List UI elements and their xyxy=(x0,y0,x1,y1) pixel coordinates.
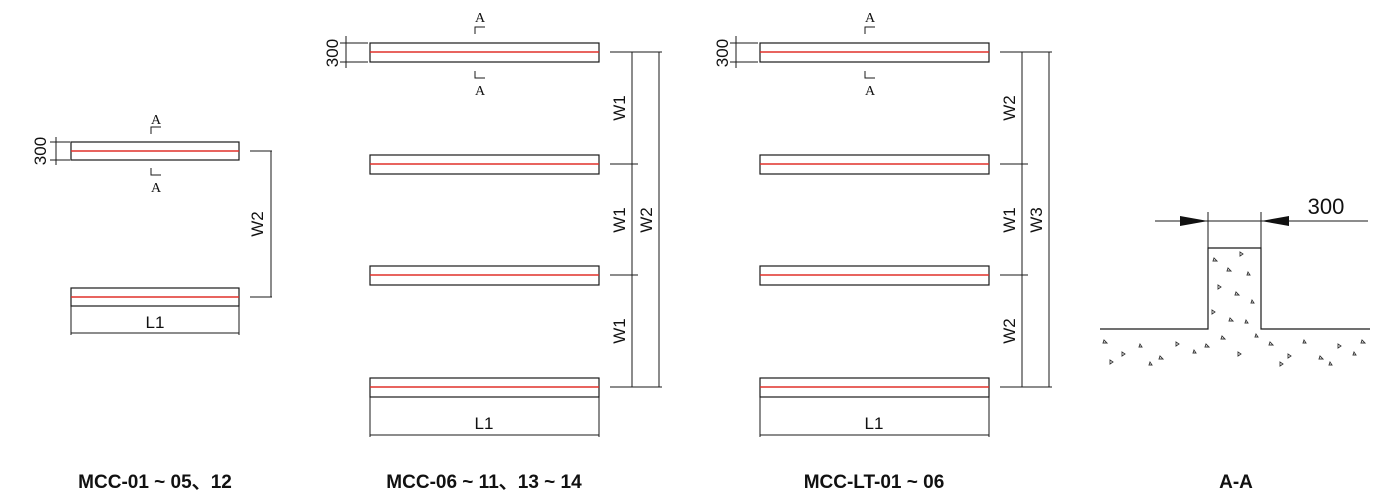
group3-caption: MCC-LT-01 ~ 06 xyxy=(804,472,945,493)
concrete-hatch xyxy=(1102,251,1367,367)
group2-w1-label-2: W1 xyxy=(610,207,629,233)
group2-l1-label: L1 xyxy=(475,414,494,433)
section-caption: A-A xyxy=(1219,472,1253,493)
section-mark-label: A xyxy=(475,84,486,99)
section-mark-label: A xyxy=(865,84,876,99)
group2-thickness-dim: 300 xyxy=(323,36,368,68)
group2-w1-label-3: W1 xyxy=(610,318,629,344)
group2-drawing: 300 A A W1 W1 W1 W2 L1 MCC xyxy=(323,11,662,493)
section-mark-label: A xyxy=(151,181,162,196)
section-mark-label: A xyxy=(475,11,486,26)
group3-thickness-dim: 300 xyxy=(713,36,758,68)
group3-thickness-label: 300 xyxy=(713,39,732,67)
group1-w2-label: W2 xyxy=(248,211,267,237)
group1-thickness-label: 300 xyxy=(31,137,50,165)
group3-section-mark-top: A xyxy=(864,11,876,34)
group3-section-mark-bottom: A xyxy=(864,71,876,99)
group1-l1-label: L1 xyxy=(146,313,165,332)
arrowhead-right xyxy=(1180,216,1208,226)
group1-section-mark-top: A xyxy=(150,113,162,134)
group1-l1-dim: L1 xyxy=(70,306,240,335)
group2-caption: MCC-06 ~ 11、13 ~ 14 xyxy=(386,472,582,493)
group1-section-mark-bottom: A xyxy=(150,168,162,196)
group1-caption: MCC-01 ~ 05、12 xyxy=(78,472,232,493)
section-mark-label: A xyxy=(865,11,876,26)
group1-drawing: 300 A A W2 L1 MCC-01 ~ 05、12 xyxy=(31,113,272,493)
group2-thickness-label: 300 xyxy=(323,39,342,67)
section-width-label: 300 xyxy=(1308,194,1345,219)
group2-l1-dim: L1 xyxy=(369,397,600,437)
group3-w3-label: W3 xyxy=(1027,207,1046,233)
section-mark-label: A xyxy=(151,113,162,128)
group3-l1-label: L1 xyxy=(865,414,884,433)
group2-w2-label: W2 xyxy=(637,207,656,233)
group3-w2-label-bottom: W2 xyxy=(1000,318,1019,344)
group1-w2-dim: W2 xyxy=(248,150,272,298)
group1-thickness-dim: 300 xyxy=(31,137,70,165)
section-width-dim: 300 xyxy=(1155,194,1368,248)
group2-section-mark-bottom: A xyxy=(474,71,486,99)
group3-l1-dim: L1 xyxy=(759,397,990,437)
group2-w1-label-1: W1 xyxy=(610,95,629,121)
group2-section-mark-top: A xyxy=(474,11,486,34)
section-aa-drawing: 300 A-A xyxy=(1100,194,1370,493)
group3-w2-label-top: W2 xyxy=(1000,95,1019,121)
arrowhead-left xyxy=(1261,216,1289,226)
group3-drawing: 300 A A W2 W1 W2 W3 L1 MCC-LT-01 ~ 06 xyxy=(713,11,1052,493)
group3-w1-label: W1 xyxy=(1000,207,1019,233)
section-profile xyxy=(1100,247,1370,330)
